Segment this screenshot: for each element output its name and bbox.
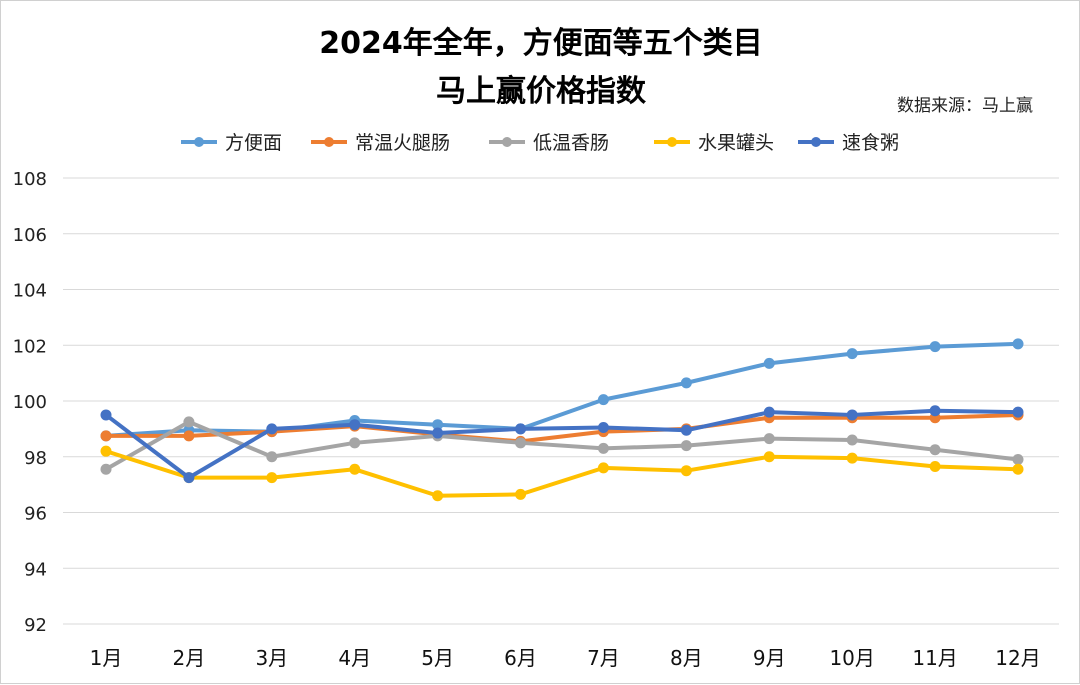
x-tick-label: 2月 (173, 646, 206, 670)
series-line (104, 341, 1020, 438)
chart-title-line-1: 2024年全年，方便面等五个类目 (319, 26, 763, 61)
series-4 (100, 405, 1024, 484)
series-2 (100, 416, 1024, 475)
data-point (1012, 463, 1024, 475)
data-point (100, 430, 112, 442)
data-point (846, 348, 858, 360)
x-tick-label: 1月 (90, 646, 123, 670)
legend-item: 水果罐头 (654, 132, 774, 154)
gridlines (63, 177, 1059, 625)
legend-item: 方便面 (181, 132, 282, 154)
series-line (104, 412, 1020, 444)
x-axis-tick-labels: 1月 2月 3月 4月 5月 6月 7月 8月 9月 10月 11月 12月 (90, 646, 1041, 670)
data-point (929, 341, 941, 353)
data-point (846, 434, 858, 446)
data-point (183, 416, 195, 428)
y-tick-label: 100 (13, 392, 47, 413)
data-point (183, 430, 195, 442)
series-line (104, 449, 1020, 498)
x-tick-label: 8月 (670, 646, 703, 670)
legend: 方便面 常温火腿肠 低温香肠 水果罐头 速食粥 (181, 132, 899, 154)
data-point (846, 409, 858, 421)
data-point (929, 444, 941, 456)
data-point (100, 445, 112, 457)
data-point (929, 405, 941, 417)
data-point (846, 452, 858, 464)
legend-swatch-marker (324, 137, 334, 147)
data-point (432, 419, 444, 431)
data-point (680, 465, 692, 477)
data-point (100, 463, 112, 475)
y-tick-label: 98 (24, 448, 47, 469)
data-point (266, 423, 278, 435)
source-note: 数据来源：马上赢 (897, 96, 1033, 116)
x-tick-label: 9月 (753, 646, 786, 670)
data-point (929, 461, 941, 473)
data-point (432, 427, 444, 439)
y-tick-label: 104 (13, 281, 47, 302)
data-point (183, 472, 195, 484)
data-point (597, 462, 609, 474)
data-point (597, 394, 609, 406)
data-point (680, 377, 692, 389)
data-point (515, 488, 527, 500)
legend-label: 速食粥 (842, 132, 899, 154)
data-point (100, 409, 112, 421)
data-point (515, 423, 527, 435)
legend-item: 速食粥 (798, 132, 899, 154)
y-tick-label: 92 (24, 615, 47, 636)
data-point (349, 419, 361, 431)
data-point (1012, 406, 1024, 418)
legend-swatch-marker (194, 137, 204, 147)
legend-label: 水果罐头 (698, 132, 774, 154)
series-3 (100, 445, 1024, 502)
legend-swatch-marker (502, 137, 512, 147)
series-0 (100, 338, 1024, 442)
data-point (266, 472, 278, 484)
x-tick-label: 5月 (421, 646, 454, 670)
series-line (104, 408, 1020, 480)
series-line (104, 419, 1020, 472)
data-point (432, 490, 444, 502)
y-tick-label: 102 (13, 336, 47, 357)
x-tick-label: 7月 (587, 646, 620, 670)
data-point (763, 433, 775, 445)
data-point (1012, 338, 1024, 350)
legend-item: 低温香肠 (489, 132, 609, 154)
y-tick-label: 106 (13, 225, 47, 246)
legend-label: 常温火腿肠 (355, 132, 450, 154)
data-point (597, 442, 609, 454)
chart-title-line-2: 马上赢价格指数 (436, 74, 647, 109)
data-point (349, 437, 361, 449)
x-tick-label: 3月 (255, 646, 288, 670)
x-tick-label: 10月 (829, 646, 874, 670)
data-point (763, 357, 775, 369)
y-tick-label: 108 (13, 169, 47, 190)
x-tick-label: 6月 (504, 646, 537, 670)
y-tick-label: 94 (24, 559, 47, 580)
data-point (349, 463, 361, 475)
x-tick-label: 12月 (995, 646, 1040, 670)
legend-swatch-marker (667, 137, 677, 147)
data-point (763, 406, 775, 418)
y-tick-label: 96 (24, 504, 47, 525)
data-point (680, 440, 692, 452)
legend-label: 低温香肠 (533, 132, 609, 154)
y-axis-tick-labels: 92 94 96 98 100 102 104 106 108 (13, 169, 47, 636)
plot-area (100, 338, 1024, 502)
legend-label: 方便面 (225, 132, 282, 154)
data-point (597, 421, 609, 433)
data-point (266, 451, 278, 463)
data-point (515, 437, 527, 449)
legend-item: 常温火腿肠 (311, 132, 450, 154)
data-point (763, 451, 775, 463)
data-point (1012, 454, 1024, 466)
x-tick-label: 4月 (338, 646, 371, 670)
data-point (680, 424, 692, 436)
legend-swatch-marker (811, 137, 821, 147)
x-tick-label: 11月 (912, 646, 957, 670)
